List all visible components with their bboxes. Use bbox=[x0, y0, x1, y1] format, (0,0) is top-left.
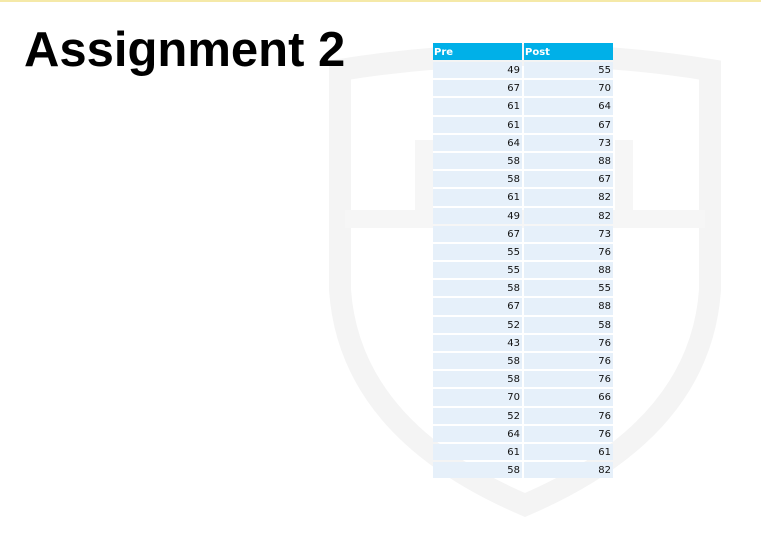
table-row: 58 88 bbox=[433, 152, 613, 170]
cell-pre: 55 bbox=[433, 262, 522, 279]
cell-post: 82 bbox=[524, 207, 613, 224]
table-row: 58 67 bbox=[433, 171, 613, 188]
cell-pre: 67 bbox=[433, 225, 522, 242]
table-row: 67 70 bbox=[433, 80, 613, 97]
table-row: 43 76 bbox=[433, 334, 613, 351]
table-row: 52 58 bbox=[433, 316, 613, 333]
table-row: 58 76 bbox=[433, 371, 613, 388]
table-row: 64 76 bbox=[433, 425, 613, 442]
cell-pre: 58 bbox=[433, 371, 522, 388]
cell-pre: 52 bbox=[433, 407, 522, 424]
cell-pre: 55 bbox=[433, 243, 522, 261]
cell-pre: 58 bbox=[433, 280, 522, 297]
cell-pre: 70 bbox=[433, 389, 522, 406]
cell-post: 76 bbox=[524, 243, 613, 261]
table-body: 49 55 67 70 61 64 61 67 64 73 58 88 58 67 61 82 49 82 67 73… bbox=[433, 62, 613, 479]
cell-post: 55 bbox=[524, 62, 613, 79]
table-row: 55 88 bbox=[433, 262, 613, 279]
table-row: 67 73 bbox=[433, 225, 613, 242]
table-row: 67 88 bbox=[433, 298, 613, 315]
cell-pre: 67 bbox=[433, 80, 522, 97]
cell-post: 82 bbox=[524, 189, 613, 206]
cell-post: 76 bbox=[524, 407, 613, 424]
cell-post: 67 bbox=[524, 171, 613, 188]
table-header: Pre Post bbox=[433, 43, 613, 60]
cell-post: 88 bbox=[524, 298, 613, 315]
cell-pre: 49 bbox=[433, 207, 522, 224]
cell-pre: 58 bbox=[433, 353, 522, 370]
cell-pre: 67 bbox=[433, 298, 522, 315]
cell-post: 58 bbox=[524, 316, 613, 333]
cell-pre: 58 bbox=[433, 152, 522, 170]
cell-post: 76 bbox=[524, 425, 613, 442]
table-row: 61 82 bbox=[433, 189, 613, 206]
cell-post: 88 bbox=[524, 262, 613, 279]
table-row: 64 73 bbox=[433, 134, 613, 151]
cell-post: 76 bbox=[524, 334, 613, 351]
table-row: 58 76 bbox=[433, 353, 613, 370]
cell-post: 73 bbox=[524, 134, 613, 151]
cell-pre: 61 bbox=[433, 98, 522, 115]
table-row: 49 82 bbox=[433, 207, 613, 224]
cell-post: 73 bbox=[524, 225, 613, 242]
cell-pre: 49 bbox=[433, 62, 522, 79]
cell-post: 67 bbox=[524, 116, 613, 133]
table-row: 58 82 bbox=[433, 462, 613, 479]
cell-pre: 43 bbox=[433, 334, 522, 351]
cell-pre: 61 bbox=[433, 116, 522, 133]
data-table: Pre Post 49 55 67 70 61 64 61 67 64 73 58 88 58 67 61 8… bbox=[433, 43, 613, 479]
cell-post: 55 bbox=[524, 280, 613, 297]
slide-title: Assignment 2 bbox=[24, 23, 346, 77]
cell-pre: 52 bbox=[433, 316, 522, 333]
table-row: 61 67 bbox=[433, 116, 613, 133]
table-row: 61 64 bbox=[433, 98, 613, 115]
cell-post: 82 bbox=[524, 462, 613, 479]
cell-pre: 58 bbox=[433, 462, 522, 479]
table-row: 58 55 bbox=[433, 280, 613, 297]
top-accent-line bbox=[0, 0, 761, 2]
cell-post: 61 bbox=[524, 443, 613, 461]
header-pre: Pre bbox=[433, 43, 522, 60]
table-row: 61 61 bbox=[433, 443, 613, 461]
table-row: 52 76 bbox=[433, 407, 613, 424]
cell-post: 76 bbox=[524, 371, 613, 388]
cell-pre: 61 bbox=[433, 189, 522, 206]
cell-post: 64 bbox=[524, 98, 613, 115]
cell-post: 76 bbox=[524, 353, 613, 370]
cell-pre: 64 bbox=[433, 425, 522, 442]
table-row: 49 55 bbox=[433, 62, 613, 79]
cell-post: 70 bbox=[524, 80, 613, 97]
table-row: 70 66 bbox=[433, 389, 613, 406]
cell-post: 66 bbox=[524, 389, 613, 406]
header-post: Post bbox=[524, 43, 613, 60]
cell-pre: 58 bbox=[433, 171, 522, 188]
cell-pre: 61 bbox=[433, 443, 522, 461]
cell-post: 88 bbox=[524, 152, 613, 170]
cell-pre: 64 bbox=[433, 134, 522, 151]
table-row: 55 76 bbox=[433, 243, 613, 261]
